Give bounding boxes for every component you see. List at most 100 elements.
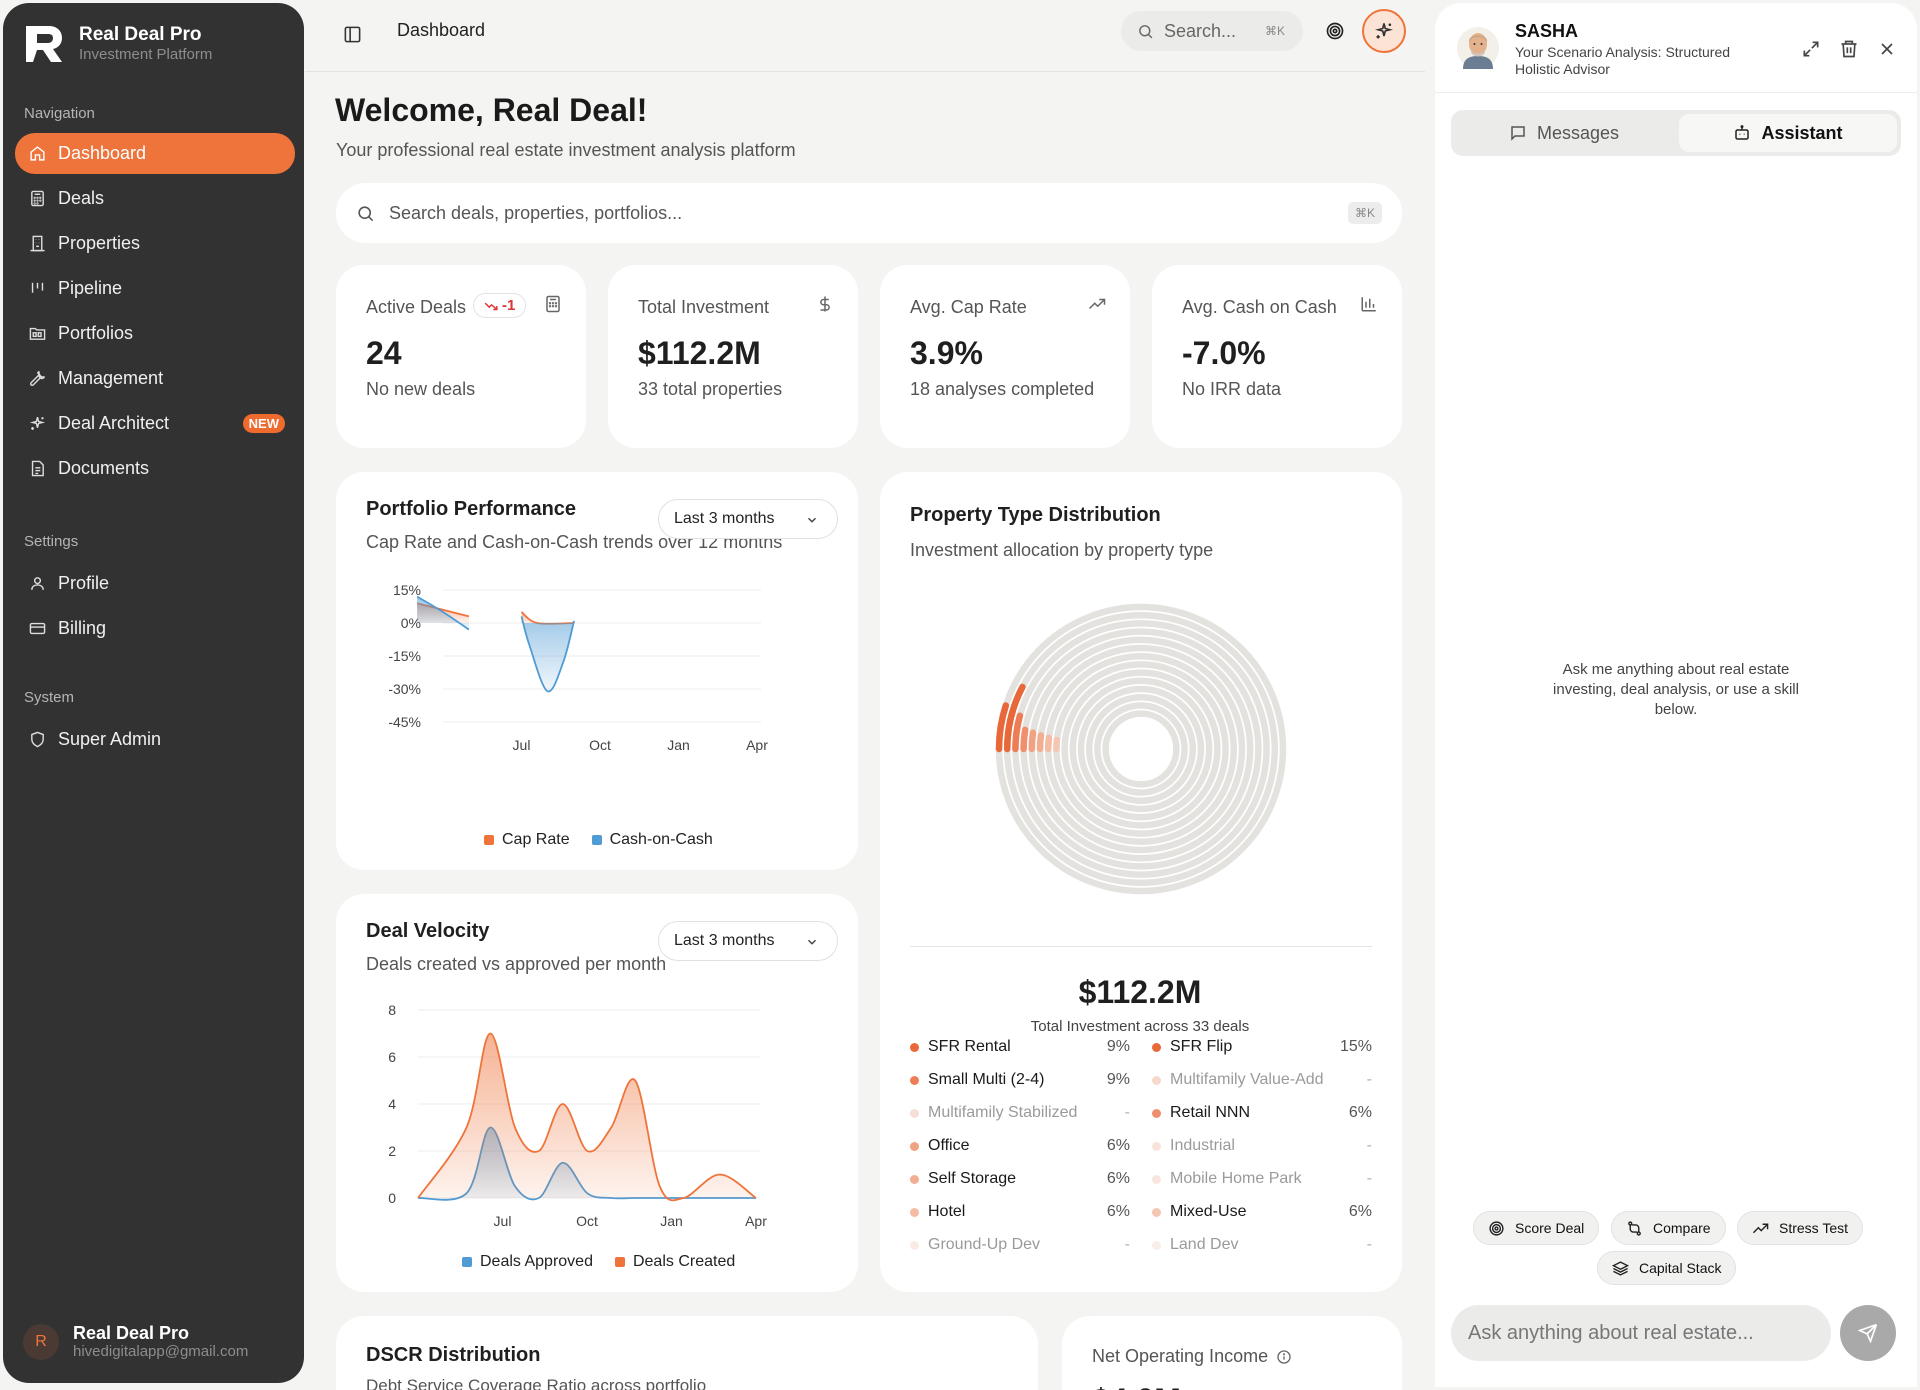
property-distribution-radial-chart (995, 603, 1287, 895)
distribution-legend-item: Hotel 6% (910, 1202, 1130, 1222)
skill-stress-test-button[interactable]: Stress Test (1737, 1211, 1863, 1245)
target-icon (1489, 1220, 1504, 1236)
sidebar-item-dashboard[interactable]: Dashboard (15, 133, 295, 174)
sidebar-item-label: Portfolios (58, 323, 134, 343)
stat-card-cap-rate[interactable]: Avg. Cap Rate 3.9% 18 analyses completed (880, 265, 1130, 448)
stat-subtext: No new deals (366, 379, 476, 399)
y-tick-label: 8 (388, 1002, 396, 1018)
skill-score-deal-button[interactable]: Score Deal (1473, 1211, 1600, 1245)
trash-icon[interactable] (1839, 39, 1859, 59)
user-icon (28, 575, 46, 593)
sidebar-item-profile[interactable]: Profile (15, 563, 295, 604)
user-account[interactable]: R Real Deal Pro hivedigitalapp@gmail.com (23, 1323, 248, 1361)
legend-dot (910, 1174, 919, 1184)
card-title: DSCR Distribution (366, 1344, 541, 1366)
legend-label: Retail NNN (1170, 1104, 1251, 1121)
range-select[interactable]: Last 3 months (658, 499, 838, 539)
legend-dot (910, 1108, 919, 1118)
legend-value: 6% (1106, 1137, 1130, 1154)
sidebar-item-deals[interactable]: Deals (15, 178, 295, 219)
tab-assistant[interactable]: Assistant (1679, 114, 1897, 152)
legend-label: Cash-on-Cash (609, 831, 713, 848)
chart-legend: Cap Rate Cash-on-Cash (484, 831, 713, 849)
sidebar-item-management[interactable]: Management (15, 358, 295, 399)
expand-icon[interactable] (1801, 39, 1821, 59)
assistant-input[interactable]: Ask anything about real estate... (1451, 1305, 1831, 1361)
stat-card-active-deals[interactable]: Active Deals -1 24 No new deals (336, 265, 586, 448)
legend-label: Office (928, 1137, 970, 1154)
legend-label: Multifamily Value-Add (1170, 1071, 1324, 1088)
series-area (521, 612, 575, 624)
legend-label: Deals Created (632, 1253, 736, 1270)
sidebar-item-billing[interactable]: Billing (15, 608, 295, 649)
legend-value: 6% (1348, 1104, 1372, 1121)
topbar-search[interactable]: Search... ⌘K (1121, 11, 1303, 51)
tab-label: Messages (1536, 122, 1620, 143)
sidebar-toggle-button[interactable] (338, 20, 366, 48)
ring-track (1069, 677, 1213, 821)
credit-card-icon (28, 620, 46, 638)
ai-assistant-button[interactable] (1362, 9, 1406, 53)
layers-icon (1612, 1260, 1629, 1276)
sidebar-item-deal-architect[interactable]: Deal Architect NEW (15, 403, 295, 444)
legend-label: Deals Approved (480, 1253, 593, 1270)
legend-dot (910, 1141, 919, 1151)
distribution-legend-item: Industrial - (1152, 1136, 1372, 1156)
skill-compare-button[interactable]: Compare (1611, 1211, 1726, 1245)
sidebar-item-pipeline[interactable]: Pipeline (15, 268, 295, 309)
legend-item: Deals Created (614, 1253, 736, 1271)
tab-messages[interactable]: Messages (1455, 114, 1673, 152)
legend-dot (910, 1207, 919, 1217)
range-select[interactable]: Last 3 months (658, 921, 838, 961)
distribution-total-subtitle: Total Investment across 33 deals (1030, 1018, 1250, 1035)
card-subtitle: Investment allocation by property type (910, 540, 1214, 560)
deal-velocity-chart: 8 6 4 2 0 Jul Oct Jan Apr (388, 1002, 767, 1229)
welcome-heading: Welcome, Real Deal! (335, 92, 648, 128)
sidebar-item-portfolios[interactable]: Portfolios (15, 313, 295, 354)
sidebar-item-documents[interactable]: Documents (15, 448, 295, 489)
legend-label: Cap Rate (502, 831, 570, 848)
stat-subtext: 33 total properties (638, 379, 783, 399)
close-icon[interactable] (1877, 39, 1897, 59)
assistant-description: Your Scenario Analysis: Structured Holis… (1515, 44, 1731, 77)
legend-dot (1152, 1240, 1161, 1250)
compare-icon (1628, 1220, 1641, 1236)
distribution-legend-item: Retail NNN 6% (1152, 1103, 1372, 1123)
legend-value: - (1366, 1071, 1372, 1088)
main-search-input[interactable]: Search deals, properties, portfolios... … (336, 183, 1402, 243)
portfolio-performance-card: 15% 0% -15% -30% -45% Jul Oct Jan Apr Portfolio … (336, 472, 858, 870)
brand[interactable]: Real Deal Pro Investment Platform (23, 23, 212, 65)
legend-value: - (1124, 1104, 1130, 1121)
chevron-down-icon (805, 513, 819, 527)
legend-label: Self Storage (928, 1170, 1017, 1187)
sidebar-panel-icon (344, 26, 360, 42)
legend-swatch (462, 1256, 472, 1267)
info-icon[interactable] (1276, 1349, 1292, 1365)
distribution-legend-item: Mixed-Use 6% (1152, 1202, 1372, 1222)
noi-label-row: Net Operating Income (1092, 1346, 1292, 1367)
portfolio-performance-chart: 15% 0% -15% -30% -45% Jul Oct Jan Apr (388, 582, 768, 753)
trending-down-icon (484, 302, 498, 310)
stat-card-total-investment[interactable]: Total Investment $112.2M 33 total proper… (608, 265, 858, 448)
section-label-settings: Settings (24, 533, 79, 550)
folder-icon (28, 325, 46, 343)
send-button[interactable] (1840, 1305, 1896, 1361)
skill-capital-stack-button[interactable]: Capital Stack (1597, 1251, 1737, 1285)
document-icon (28, 460, 46, 478)
tab-label: Assistant (1761, 122, 1843, 143)
score-button[interactable] (1320, 16, 1350, 46)
sidebar-item-super-admin[interactable]: Super Admin (15, 719, 295, 760)
assistant-input-placeholder: Ask anything about real estate... (1468, 1321, 1754, 1344)
sparkles-icon (1374, 23, 1394, 39)
sidebar-item-label: Documents (58, 458, 150, 478)
ring-center (1117, 725, 1165, 773)
card-subtitle: Debt Service Coverage Ratio across portf… (366, 1376, 707, 1390)
sidebar-item-properties[interactable]: Properties (15, 223, 295, 264)
sidebar-item-label: Pipeline (58, 278, 123, 298)
stat-card-cash-on-cash[interactable]: Avg. Cash on Cash -7.0% No IRR data (1152, 265, 1402, 448)
dollar-icon (814, 293, 836, 315)
ring-track (1077, 685, 1205, 813)
robot-icon (1735, 125, 1750, 140)
series-line (417, 1032, 757, 1202)
x-tick-label: Apr (746, 737, 768, 753)
